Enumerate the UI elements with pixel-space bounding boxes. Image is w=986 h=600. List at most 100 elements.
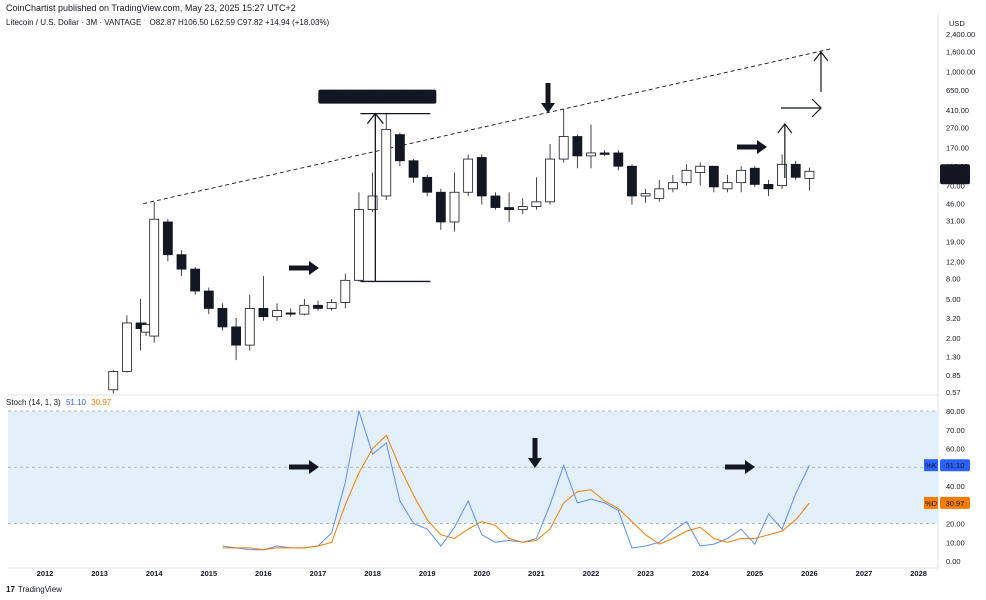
time-tick-label: 2019 xyxy=(419,569,436,578)
right-arrow-icon xyxy=(289,460,319,474)
candle xyxy=(367,195,378,211)
stoch-d-badge-label: %D xyxy=(925,499,938,508)
stoch-k-badge-tag xyxy=(924,459,938,472)
time-tick-label: 2016 xyxy=(255,569,272,578)
stoch-tick-label: 80.00 xyxy=(946,407,965,416)
right-thin-arrow-head xyxy=(811,98,822,118)
stoch-k-badge xyxy=(940,459,970,472)
tradingview-logo[interactable]: 17 TradingView xyxy=(6,585,62,594)
time-tick-label: 2013 xyxy=(91,569,108,578)
candle xyxy=(381,128,392,197)
price-tick-label: 270.00 xyxy=(946,124,969,133)
time-tick-label: 2015 xyxy=(200,569,217,578)
time-tick-label: 2026 xyxy=(801,569,818,578)
current-price-value: 97.82 xyxy=(946,165,965,174)
stoch-name: Stoch (14, 1, 3) xyxy=(6,398,61,407)
candle xyxy=(572,136,583,157)
candle xyxy=(654,188,665,199)
candle xyxy=(122,322,132,372)
down-arrow-icon xyxy=(541,83,555,113)
right-arrow-icon xyxy=(725,460,755,474)
price-tick-label: 2.00 xyxy=(946,334,961,343)
candle xyxy=(476,157,487,197)
candle xyxy=(149,218,160,337)
price-tick-label: 1.30 xyxy=(946,353,961,362)
candle xyxy=(408,160,419,178)
time-tick-label: 2020 xyxy=(473,569,490,578)
candle xyxy=(722,182,733,190)
stoch-tick-label: 40.00 xyxy=(946,482,965,491)
tradingview-logo-icon: 17 xyxy=(6,585,15,594)
candle xyxy=(504,207,515,211)
candle xyxy=(736,169,747,184)
candle xyxy=(141,324,151,333)
right-arrow-icon xyxy=(289,261,319,275)
candle xyxy=(313,304,323,309)
candle xyxy=(190,268,201,292)
candle xyxy=(449,191,460,223)
price-tick-label: 1,000.00 xyxy=(946,68,975,77)
time-tick-label: 2018 xyxy=(364,569,381,578)
measure-label-box xyxy=(318,89,437,104)
candle xyxy=(668,182,678,190)
tradingview-logo-text: TradingView xyxy=(17,585,62,594)
up-arrow-head xyxy=(777,123,793,134)
candle xyxy=(777,163,787,187)
price-tick-label: 8.00 xyxy=(946,275,961,284)
candle xyxy=(258,308,269,318)
stoch-d-value: 30.97 xyxy=(91,398,112,407)
candle xyxy=(804,170,815,179)
candle xyxy=(299,304,310,315)
time-tick-label: 2025 xyxy=(746,569,763,578)
measure-arrowhead xyxy=(366,112,384,125)
price-tick-label: 31.00 xyxy=(946,217,965,226)
stoch-d-badge xyxy=(940,496,970,509)
candle xyxy=(340,279,351,303)
candle xyxy=(613,152,624,167)
stoch-k-line xyxy=(222,410,810,551)
price-tick-label: 2,400.00 xyxy=(946,30,975,39)
price-tick-label: 3.20 xyxy=(946,314,961,323)
candle xyxy=(463,158,474,193)
stoch-tick-label: 10.00 xyxy=(946,538,965,547)
candle xyxy=(763,184,774,190)
candle xyxy=(285,312,296,315)
price-tick-label: 0.85 xyxy=(946,371,961,380)
stoch-tick-label: 60.00 xyxy=(946,445,965,454)
price-tick-label: 5.00 xyxy=(946,295,961,304)
candle xyxy=(244,308,255,346)
stoch-k-badge-label: %K xyxy=(925,461,937,470)
time-tick-label: 2028 xyxy=(910,569,927,578)
candle xyxy=(708,165,719,188)
stoch-legend[interactable]: Stoch (14, 1, 3) 51.10 30.97 xyxy=(6,398,111,407)
stoch-tick-label: 20.00 xyxy=(946,520,965,529)
candle xyxy=(203,290,214,309)
stoch-tick-label: 70.00 xyxy=(946,426,965,435)
time-tick-label: 2017 xyxy=(310,569,327,578)
currency-label: USD xyxy=(949,19,965,28)
stoch-d-badge-value: 30.97 xyxy=(946,499,965,508)
time-tick-label: 2023 xyxy=(637,569,654,578)
price-tick-label: 170.00 xyxy=(946,144,969,153)
candle xyxy=(231,326,242,346)
current-price-box xyxy=(940,164,970,185)
price-tick-label: 650.00 xyxy=(946,86,969,95)
price-tick-label: 46.00 xyxy=(946,200,965,209)
price-tick-label: 70.00 xyxy=(946,182,965,191)
stoch-k-badge-value: 51.10 xyxy=(946,461,965,470)
time-tick-label: 2024 xyxy=(692,569,710,578)
stoch-tick-label: 0.00 xyxy=(946,557,961,566)
candle xyxy=(490,195,501,208)
candle xyxy=(354,209,364,281)
candle xyxy=(695,165,706,173)
candle xyxy=(422,176,433,193)
price-tick-label: 0.57 xyxy=(946,388,961,397)
candle xyxy=(176,254,187,270)
measure-label: 356.52 (4,907.53%) 35,652 xyxy=(332,93,423,102)
candle xyxy=(749,167,760,185)
candle xyxy=(599,152,610,155)
publisher-line: CoinChartist published on TradingView.co… xyxy=(6,3,296,13)
symbol-name[interactable]: Litecoin / U.S. Dollar · 3M · VANTAGE xyxy=(6,18,142,27)
right-arrow-icon xyxy=(737,140,767,154)
